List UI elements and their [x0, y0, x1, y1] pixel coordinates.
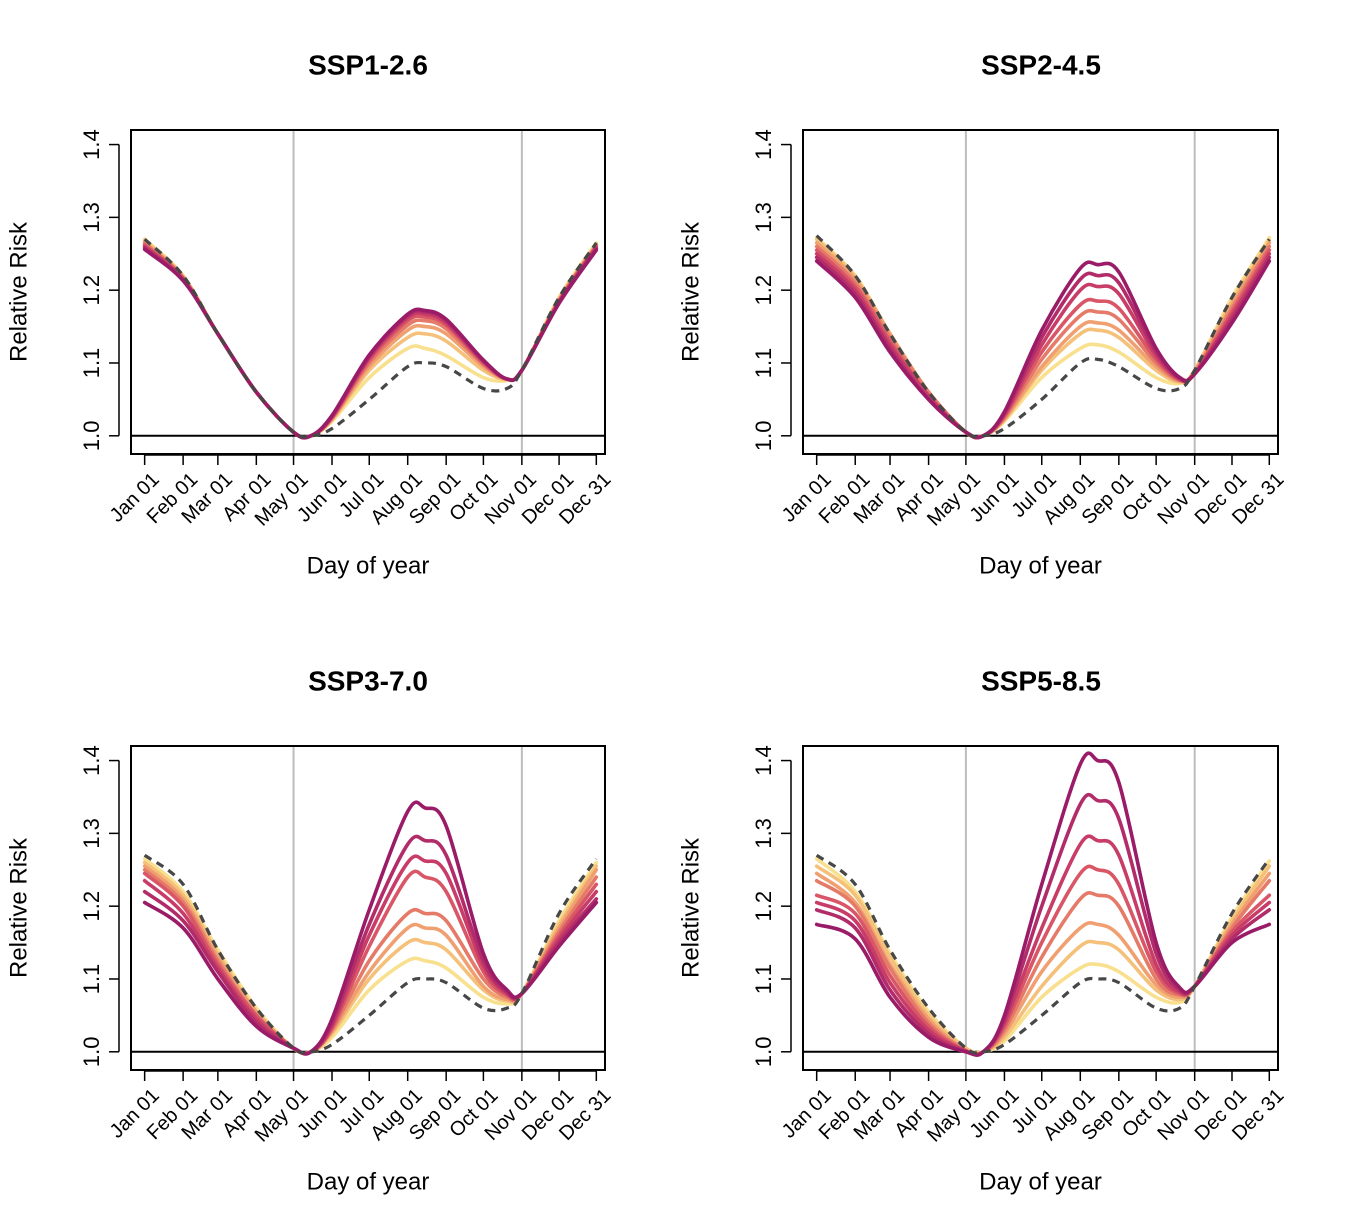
y-axis-label: Relative Risk [5, 837, 32, 978]
y-tick-label: 1.3 [79, 818, 104, 849]
panel-title: SSP3-7.0 [308, 665, 428, 696]
series-line-8 [142, 800, 599, 1056]
y-tick-label: 1.1 [751, 348, 776, 379]
y-tick-label: 1.2 [79, 891, 104, 922]
series-line-8 [814, 751, 1272, 1057]
y-tick-label: 1.1 [79, 964, 104, 995]
y-axis-label: Relative Risk [677, 221, 704, 362]
y-tick-label: 1.2 [751, 275, 776, 306]
series-line-4 [142, 241, 599, 440]
series-line-5 [142, 243, 599, 440]
x-axis-label: Day of year [307, 1168, 430, 1195]
baseline-line [143, 238, 598, 439]
panel-title: SSP2-4.5 [981, 49, 1101, 80]
panel-title: SSP1-2.6 [308, 49, 428, 80]
series-line-8 [142, 247, 599, 440]
y-tick-label: 1.4 [751, 745, 776, 776]
plot-frame [802, 745, 1279, 1071]
x-axis-label: Day of year [979, 1168, 1102, 1195]
y-tick-label: 1.0 [79, 421, 104, 452]
series-line-6 [142, 244, 599, 440]
y-tick-label: 1.4 [79, 129, 104, 160]
panel-title: SSP5-8.5 [981, 665, 1101, 696]
series-line-3 [142, 240, 599, 440]
x-axis-label: Day of year [979, 552, 1102, 579]
x-axis-label: Day of year [307, 552, 430, 579]
y-axis-label: Relative Risk [677, 837, 704, 978]
y-tick-label: 1.1 [751, 964, 776, 995]
series-line-2 [142, 238, 599, 440]
baseline-line [143, 853, 598, 1055]
plot-frame [130, 129, 606, 455]
baseline-line [815, 234, 1271, 439]
y-tick-label: 1.3 [751, 818, 776, 849]
y-tick-label: 1.0 [751, 421, 776, 452]
series-line-8 [814, 259, 1272, 440]
y-tick-label: 1.0 [751, 1037, 776, 1068]
plot-frame [130, 745, 606, 1071]
y-tick-label: 1.3 [751, 202, 776, 233]
plot-frame [802, 129, 1279, 455]
y-tick-label: 1.1 [79, 348, 104, 379]
y-tick-label: 1.3 [79, 202, 104, 233]
baseline-line [815, 853, 1271, 1055]
series-line-7 [142, 246, 599, 440]
y-tick-label: 1.4 [751, 129, 776, 160]
y-tick-label: 1.2 [79, 275, 104, 306]
series-line-1 [142, 237, 599, 440]
y-tick-label: 1.0 [79, 1037, 104, 1068]
y-tick-label: 1.2 [751, 891, 776, 922]
y-axis-label: Relative Risk [5, 221, 32, 362]
y-tick-label: 1.4 [79, 745, 104, 776]
